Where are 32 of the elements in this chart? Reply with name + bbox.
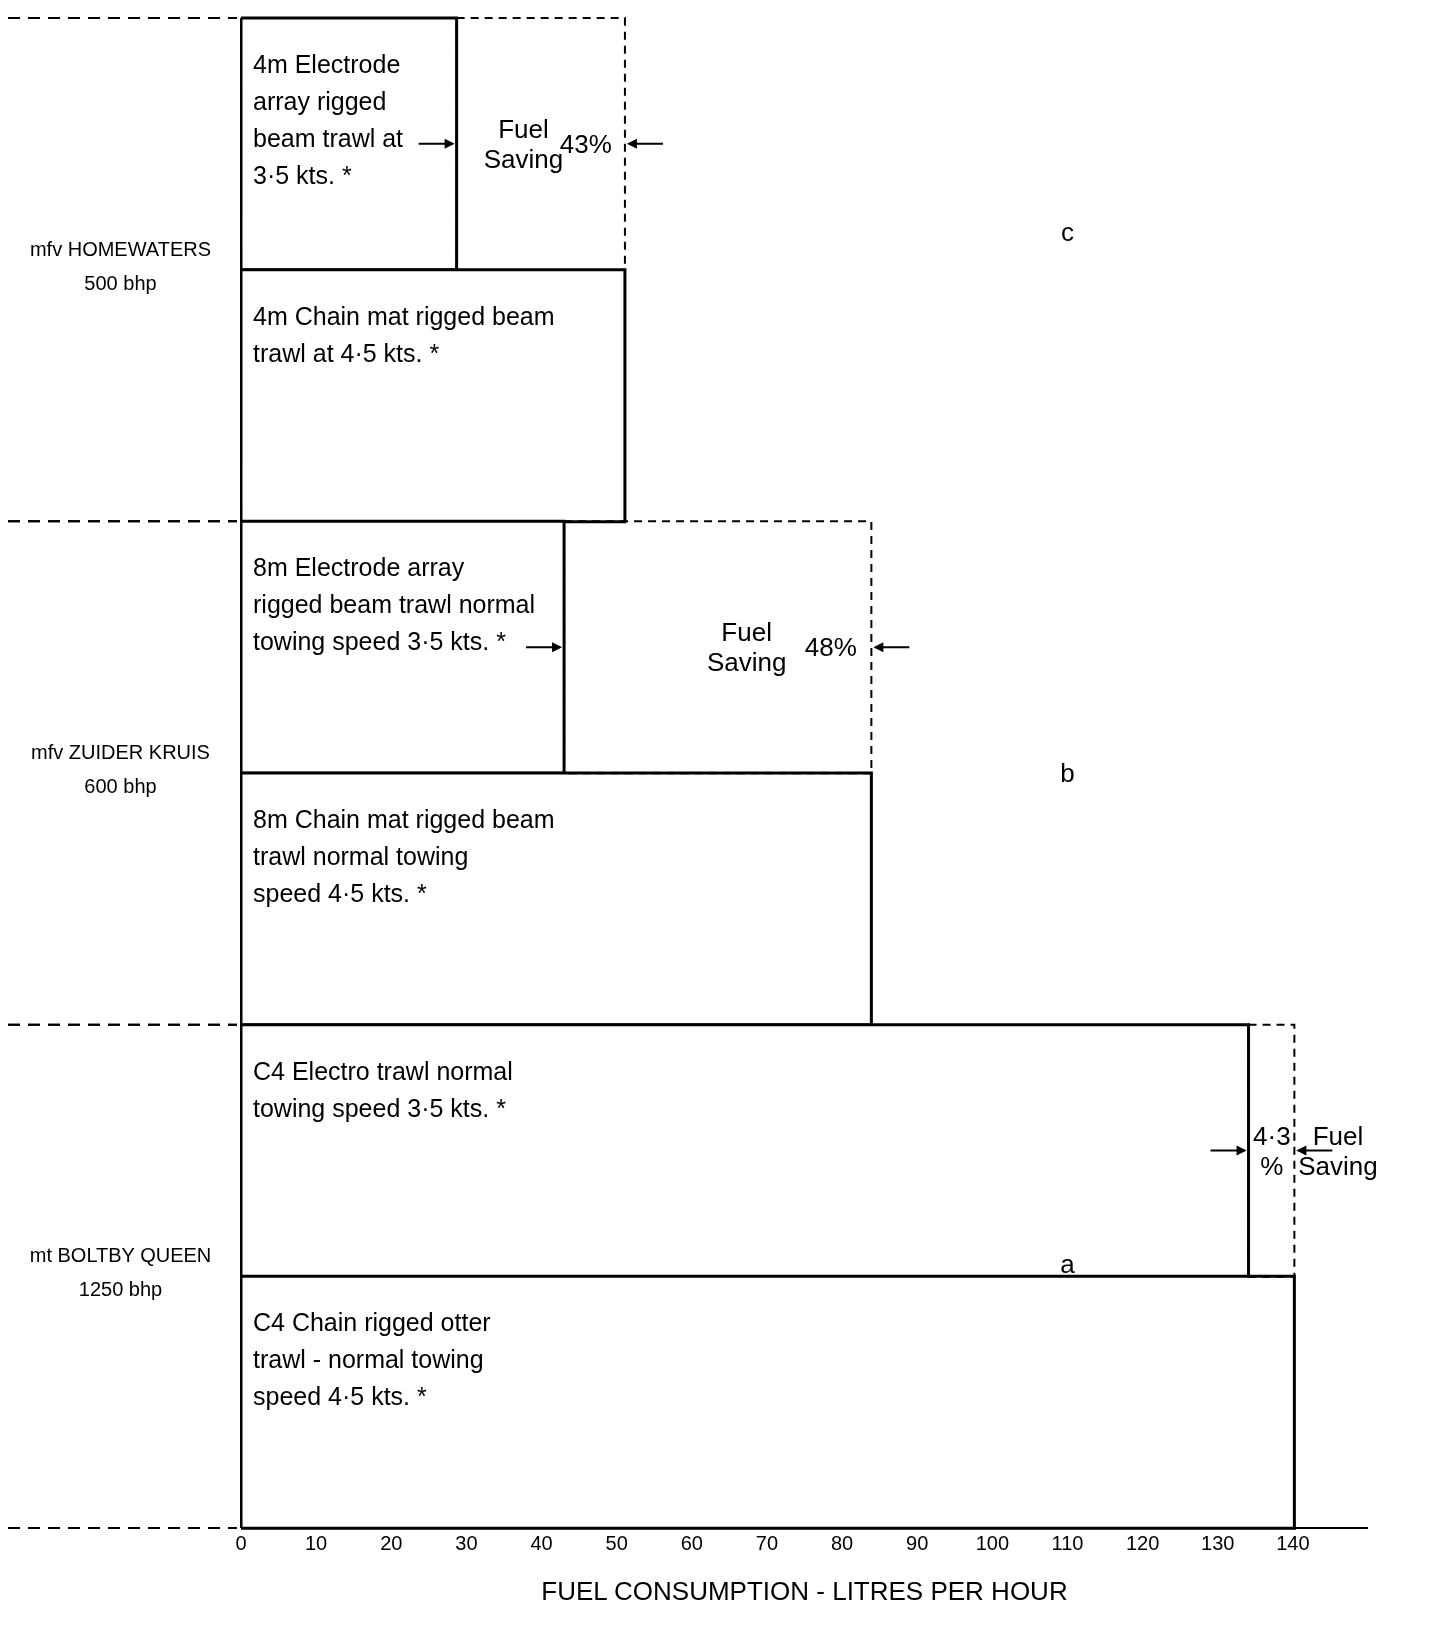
x-tick-label: 0 <box>235 1532 247 1555</box>
x-tick-label: 10 <box>305 1532 328 1555</box>
annotation: a <box>1060 1248 1076 1279</box>
annotation: c <box>1060 216 1074 247</box>
y-tick-label: 4m Chain mat rigged beam trawl at 4·5 kts. * <box>253 301 555 367</box>
y-tick-label: 8m Electrode array rigged beam trawl normal towing speed 3·5 kts. * <box>253 553 536 656</box>
x-tick-label: 70 <box>755 1532 779 1555</box>
x-tick-label: 100 <box>975 1532 1010 1555</box>
x-tick-label: 110 <box>1051 1532 1084 1555</box>
text: mfv HOMEWATERS 500 bhp <box>29 237 212 294</box>
annotation: 48% <box>804 632 857 663</box>
annotation: 4·3 % <box>1253 1120 1291 1181</box>
x-tick-label: 60 <box>680 1532 703 1555</box>
y-tick-label: 8m Chain mat rigged beam trawl normal towing speed 4·5 kts. * <box>253 805 555 907</box>
x-tick-label: 90 <box>906 1532 929 1555</box>
x-tick-label: 30 <box>455 1532 478 1555</box>
y-tick-label: 4m Electrode array rigged beam trawl at 3·5 kts. * <box>253 50 404 189</box>
x-tick-label: 120 <box>1125 1532 1160 1555</box>
x-tick-label: 130 <box>1201 1532 1235 1555</box>
x-tick-label: 50 <box>605 1532 628 1555</box>
annotation: Fuel Saving <box>706 617 787 678</box>
text: mt BOLTBY QUEEN 1250 bhp <box>29 1244 212 1301</box>
x-tick-label: 80 <box>830 1532 854 1555</box>
annotation: b <box>1060 758 1075 788</box>
y-tick-label: C4 Chain rigged otter trawl - normal towing speed 4·5 kts. * <box>253 1308 491 1411</box>
x-tick-label: 140 <box>1276 1532 1310 1555</box>
x-axis-title: FUEL CONSUMPTION - LITRES PER HOUR <box>541 1576 1068 1606</box>
text: mfv ZUIDER KRUIS 600 bhp <box>31 741 210 797</box>
y-tick-label: C4 Electro trawl normal towing speed 3·5 kts. * <box>253 1056 513 1122</box>
x-tick-label: 40 <box>530 1532 553 1555</box>
x-tick-label: 20 <box>380 1532 403 1555</box>
annotation: Fuel Saving <box>1298 1120 1378 1181</box>
